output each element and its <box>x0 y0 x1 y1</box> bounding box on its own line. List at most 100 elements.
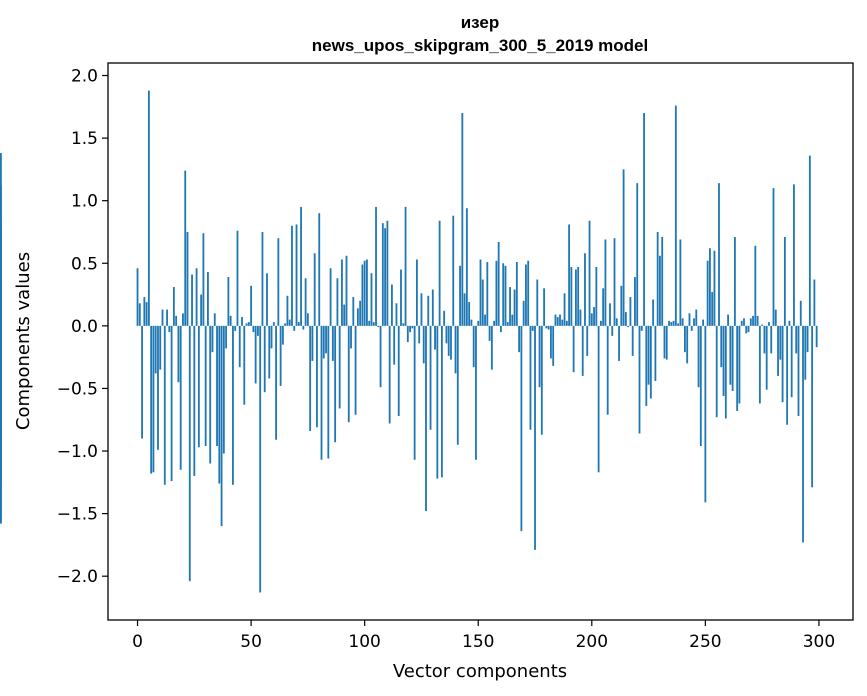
bar-component-70 <box>295 224 298 326</box>
bar-component-4 <box>145 302 148 326</box>
bar-component-125 <box>420 293 423 326</box>
bar-component-218 <box>631 325 634 356</box>
bar-component-212 <box>618 325 620 361</box>
bar-component-150 <box>477 320 480 326</box>
bar-component-235 <box>670 322 673 326</box>
x-axis-ticks: 0 50 100 150 200 250 300 <box>132 620 835 652</box>
bar-component-153 <box>484 314 486 326</box>
bar-component-74 <box>304 278 307 326</box>
bar-component-162 <box>504 265 507 326</box>
bar-component-262 <box>731 325 734 391</box>
bar-component-289 <box>793 184 795 326</box>
bar-component-61 <box>275 325 277 440</box>
bar-component-268 <box>745 325 748 334</box>
bar-component-215 <box>624 312 627 326</box>
bar-component-222 <box>640 325 643 331</box>
bar-component-108 <box>381 223 384 326</box>
y-tick-label: 1.5 <box>71 129 98 149</box>
bar-component-97 <box>356 308 359 326</box>
bar-component-137 <box>447 325 450 356</box>
bar-component-23 <box>188 325 191 582</box>
x-tick-label: 150 <box>462 632 494 652</box>
bar-component-201 <box>593 307 595 326</box>
x-tick-label: 50 <box>240 632 262 652</box>
bar-component-67 <box>288 319 291 326</box>
bar-component-214 <box>622 169 625 326</box>
bar-component-undefined <box>0 325 2 329</box>
bar-component-188 <box>563 293 566 326</box>
bar-component-269 <box>747 325 750 333</box>
bar-component-126 <box>422 325 425 364</box>
bar-component-113 <box>393 325 396 365</box>
bar-component-72 <box>300 206 302 326</box>
bar-component-216 <box>627 325 630 328</box>
bar-component-60 <box>272 322 275 326</box>
bar-component-234 <box>668 320 670 326</box>
bar-component-41 <box>229 315 232 326</box>
bar-component-164 <box>509 287 511 326</box>
bar-component-242 <box>686 325 689 364</box>
bar-component-19 <box>179 325 182 470</box>
bar-component-161 <box>502 263 505 326</box>
y-tick-label: −2.0 <box>57 567 98 587</box>
bar-component-104 <box>372 322 375 326</box>
bar-component-43 <box>234 325 237 331</box>
bar-component-256 <box>718 183 720 326</box>
bar-component-219 <box>634 277 636 326</box>
bar-component-257 <box>720 325 723 368</box>
bar-component-267 <box>743 318 745 326</box>
bar-component-86 <box>331 325 334 361</box>
bar-component-134 <box>440 325 443 478</box>
bar-component-248 <box>699 325 702 447</box>
bar-component-156 <box>490 325 493 370</box>
bar-component-101 <box>366 259 368 326</box>
bar-component-231 <box>661 236 664 326</box>
bar-component-285 <box>783 236 786 326</box>
bar-component-121 <box>411 325 414 329</box>
plot-frame <box>107 62 854 621</box>
bar-component-83 <box>325 325 327 354</box>
bar-component-223 <box>643 113 645 326</box>
bar-component-127 <box>425 325 427 512</box>
bar-component-172 <box>527 260 530 326</box>
bar-component-71 <box>297 322 300 326</box>
bar-component-10 <box>159 325 162 370</box>
bar-component-11 <box>161 309 164 326</box>
bar-component-186 <box>559 314 561 326</box>
bar-component-166 <box>513 289 516 326</box>
bar-component-154 <box>486 262 489 326</box>
bar-component-45 <box>238 325 241 368</box>
bar-component-282 <box>777 325 779 376</box>
bar-component-14 <box>168 325 171 333</box>
bar-component-181 <box>547 325 550 330</box>
bar-component-81 <box>320 325 323 460</box>
bar-component-255 <box>715 325 718 418</box>
bar-component-193 <box>574 269 577 326</box>
bar-component-254 <box>713 250 716 326</box>
bar-component-185 <box>556 317 559 326</box>
bar-component-34 <box>213 313 216 326</box>
bar-component-220 <box>636 183 639 326</box>
bar-component-69 <box>293 325 296 331</box>
bar-component-276 <box>763 325 766 354</box>
bar-component-272 <box>754 245 757 326</box>
bar-component-253 <box>711 292 714 326</box>
bar-component-177 <box>538 325 541 388</box>
y-tick-label: −1.5 <box>57 505 98 525</box>
bar-component-198 <box>586 325 589 356</box>
bar-component-174 <box>531 325 534 331</box>
bar-component-192 <box>572 325 575 373</box>
bar-component-24 <box>191 274 193 326</box>
bar-component-206 <box>604 239 607 326</box>
bar-component-78 <box>313 253 316 326</box>
bar-component-196 <box>581 325 584 376</box>
bar-component-247 <box>697 325 700 388</box>
bar-component-270 <box>749 318 752 326</box>
bar-component-49 <box>247 322 250 326</box>
bar-component-63 <box>279 325 282 386</box>
bar-component-292 <box>799 300 802 326</box>
bar-component-102 <box>368 320 371 326</box>
bar-component-175 <box>534 325 536 550</box>
bar-component-53 <box>257 325 259 336</box>
bar-component-59 <box>270 325 273 349</box>
